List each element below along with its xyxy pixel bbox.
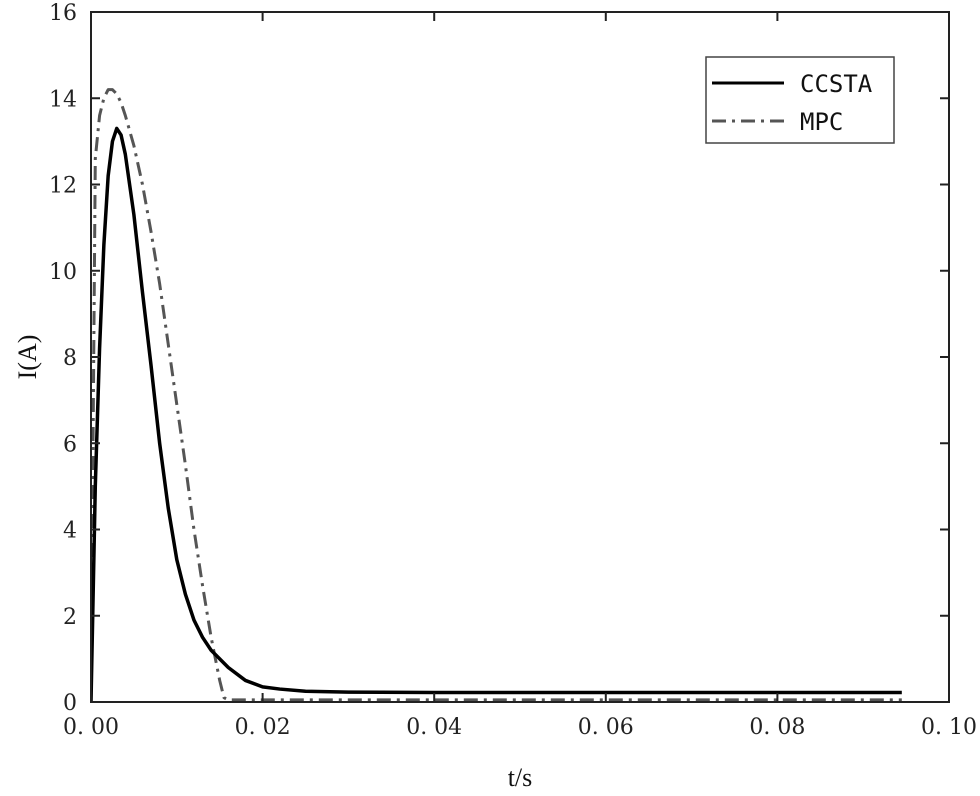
y-tick-label: 6 — [63, 432, 77, 457]
y-tick-label: 8 — [63, 346, 77, 371]
x-tick-label: 0. 06 — [578, 715, 634, 740]
y-tick-label: 0 — [63, 691, 77, 716]
legend-label-ccsta: CCSTA — [800, 70, 873, 98]
x-tick-label: 0. 00 — [63, 715, 119, 740]
x-tick-label: 0. 08 — [749, 715, 805, 740]
legend-label-mpc: MPC — [800, 108, 843, 136]
legend-box — [705, 56, 895, 144]
x-tick-label: 0. 04 — [406, 715, 462, 740]
y-tick-label: 16 — [49, 1, 77, 26]
x-axis-title: t/s — [508, 763, 533, 792]
y-tick-label: 14 — [49, 87, 77, 112]
y-axis-title: I(A) — [13, 335, 42, 380]
y-tick-label: 4 — [63, 519, 77, 544]
y-tick-label: 12 — [49, 174, 77, 199]
legend: CCSTA MPC — [705, 56, 895, 144]
y-tick-label: 2 — [63, 605, 77, 630]
x-tick-label: 0. 10 — [921, 715, 977, 740]
series-line-mpc — [91, 88, 902, 702]
x-tick-label: 0. 02 — [235, 715, 291, 740]
series-layer — [91, 88, 902, 702]
series-line-ccsta — [91, 126, 902, 702]
ticks-layer: 0. 00 0. 02 0. 04 0. 06 0. 08 0. 10 0 2 4 6 8 10 12 1… — [49, 1, 977, 740]
y-tick-label: 10 — [49, 260, 77, 285]
